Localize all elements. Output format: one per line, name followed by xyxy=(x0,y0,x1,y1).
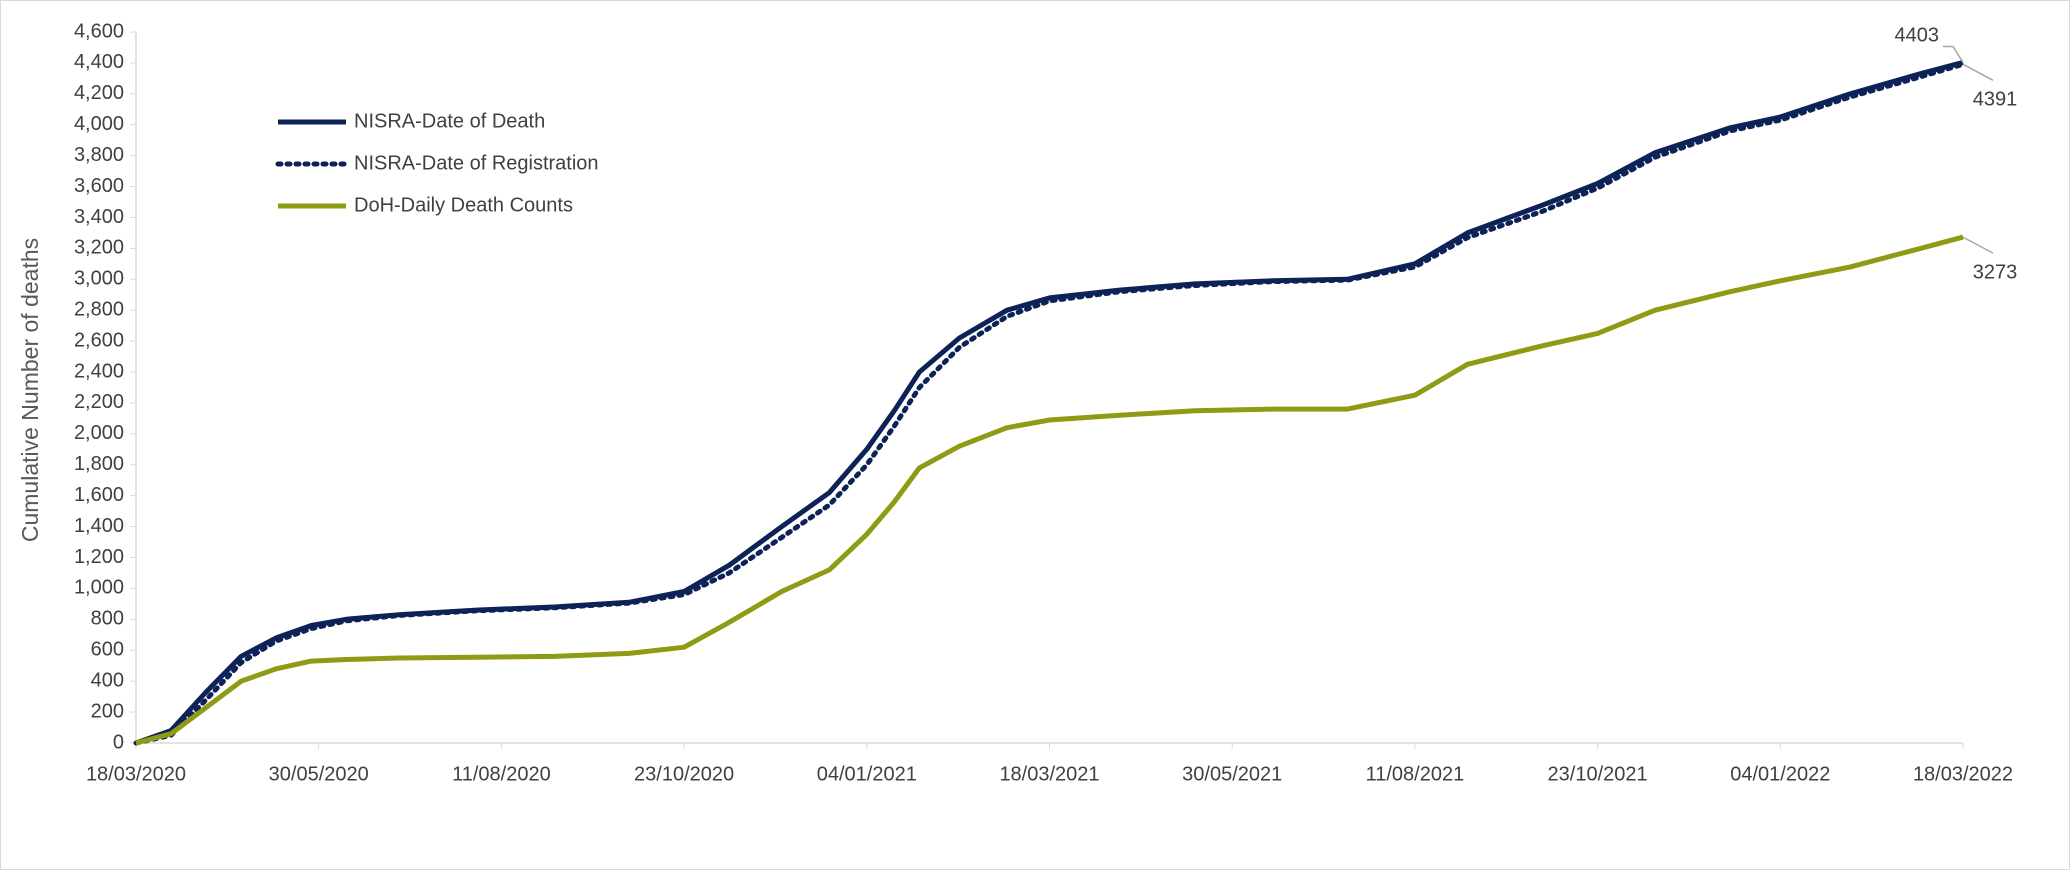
series-line xyxy=(135,234,1964,746)
x-tick-label: 23/10/2021 xyxy=(1548,763,1648,785)
y-tick-label: 3,000 xyxy=(74,268,124,290)
legend-label: NISRA-Date of Registration xyxy=(354,152,599,174)
y-tick-label: 2,800 xyxy=(74,298,124,320)
y-tick-label: 1,600 xyxy=(74,484,124,506)
data-label: 4391 xyxy=(1973,89,2018,111)
y-tick-label: 400 xyxy=(91,669,124,691)
data-label: 3273 xyxy=(1973,261,2018,283)
y-tick-label: 3,600 xyxy=(74,175,124,197)
data-label: 4403 xyxy=(1895,25,1940,47)
legend-label: DoH-Daily Death Counts xyxy=(354,194,573,216)
y-tick-label: 200 xyxy=(91,700,124,722)
y-tick-label: 800 xyxy=(91,608,124,630)
y-tick-label: 3,400 xyxy=(74,206,124,228)
y-tick-label: 2,000 xyxy=(74,422,124,444)
y-tick-label: 1,200 xyxy=(74,546,124,568)
x-tick-label: 11/08/2020 xyxy=(452,763,551,785)
y-tick-label: 2,600 xyxy=(74,329,124,351)
y-tick-label: 3,200 xyxy=(74,237,124,259)
y-tick-label: 1,000 xyxy=(74,577,124,599)
y-tick-label: 2,400 xyxy=(74,360,124,382)
y-axis-label: Cumulative Number of deaths xyxy=(17,238,43,542)
y-tick-label: 600 xyxy=(91,639,124,661)
x-tick-label: 30/05/2020 xyxy=(269,763,369,785)
label-leader xyxy=(1943,45,1964,63)
y-tick-label: 3,800 xyxy=(74,144,124,166)
y-tick-label: 4,200 xyxy=(74,82,124,104)
x-tick-label: 18/03/2021 xyxy=(999,763,1099,785)
y-tick-label: 0 xyxy=(113,731,124,753)
x-tick-label: 04/01/2022 xyxy=(1730,763,1830,785)
label-leader xyxy=(1962,236,1994,254)
y-tick-label: 4,000 xyxy=(74,113,124,135)
x-tick-label: 30/05/2021 xyxy=(1182,763,1282,785)
x-tick-label: 04/01/2021 xyxy=(817,763,917,785)
x-tick-label: 23/10/2020 xyxy=(634,763,734,785)
x-tick-label: 18/03/2022 xyxy=(1913,763,2013,785)
label-leader xyxy=(1962,63,1994,81)
y-tick-label: 4,600 xyxy=(74,20,124,42)
y-tick-label: 1,800 xyxy=(74,453,124,475)
legend-label: NISRA-Date of Death xyxy=(354,110,545,132)
series-line xyxy=(133,61,1966,746)
y-tick-label: 2,200 xyxy=(74,391,124,413)
y-tick-label: 4,400 xyxy=(74,51,124,73)
y-tick-label: 1,400 xyxy=(74,515,124,537)
x-tick-label: 11/08/2021 xyxy=(1366,763,1465,785)
series-line xyxy=(135,59,1964,746)
x-tick-label: 18/03/2020 xyxy=(86,763,186,785)
